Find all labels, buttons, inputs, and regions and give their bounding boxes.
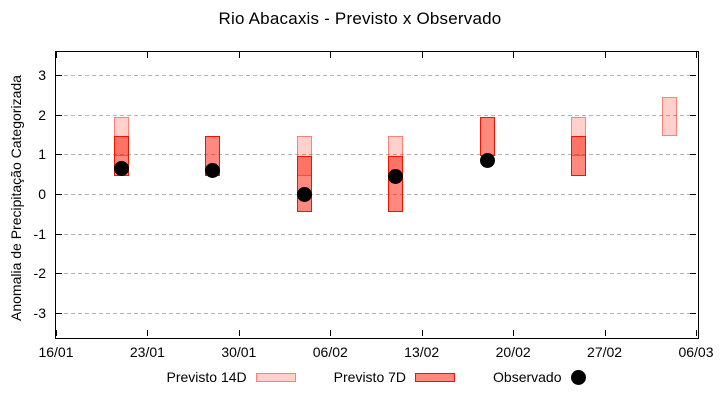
x-tick-label: 20/02 <box>495 344 531 360</box>
legend-item-observado: Observado <box>493 369 586 385</box>
x-tick-mirror <box>421 52 423 58</box>
gridline <box>57 273 695 275</box>
x-tick-label: 16/01 <box>38 344 74 360</box>
observed-dot <box>113 160 129 176</box>
chart-title: Rio Abacaxis - Previsto x Observado <box>218 9 502 28</box>
x-tick-mirror <box>696 52 697 58</box>
y-tick-mirror <box>690 114 696 116</box>
legend-label: Previsto 7D <box>333 369 407 385</box>
forecast-7d-swatch-icon <box>415 372 456 382</box>
y-tick-mirror <box>690 313 696 315</box>
x-tick-label: 06/03 <box>678 344 714 360</box>
y-tick <box>56 273 62 275</box>
y-tick <box>56 74 62 76</box>
x-tick-label: 30/01 <box>221 344 257 360</box>
y-tick-label: -3 <box>33 305 46 322</box>
y-tick-mirror <box>690 154 696 156</box>
y-tick <box>56 233 62 235</box>
forecast-14d-box <box>662 96 678 137</box>
forecast-7d-box <box>296 156 312 212</box>
observed-dot-icon <box>570 369 586 385</box>
y-tick-label: 0 <box>38 186 46 202</box>
y-tick-mirror <box>690 273 696 275</box>
x-tick-mirror <box>238 52 240 58</box>
forecast-7d-box <box>479 116 495 157</box>
y-tick <box>56 154 62 156</box>
y-tick-mirror <box>690 194 696 195</box>
plot-area <box>55 51 699 339</box>
y-tick-label: -2 <box>33 265 46 282</box>
gridline <box>57 114 695 116</box>
x-tick-label: 13/02 <box>404 344 440 360</box>
legend: Previsto 14D Previsto 7D Observado <box>55 366 697 388</box>
observed-dot <box>479 152 495 168</box>
x-tick <box>56 330 57 336</box>
gridline <box>57 154 695 156</box>
y-tick <box>56 194 62 195</box>
gridline <box>57 233 695 235</box>
x-tick-label: 06/02 <box>312 344 348 360</box>
x-tick-label: 27/02 <box>587 344 623 360</box>
observed-dot <box>388 168 404 184</box>
legend-item-previsto-7d: Previsto 7D <box>333 369 456 385</box>
x-tick <box>604 330 606 336</box>
forecast-7d-box <box>570 136 586 177</box>
legend-label: Previsto 14D <box>166 369 247 385</box>
x-tick-mirror <box>330 52 332 58</box>
x-tick <box>513 330 515 336</box>
gridline <box>57 74 695 76</box>
y-tick <box>56 313 62 315</box>
x-tick <box>238 330 240 336</box>
y-tick-mirror <box>690 74 696 76</box>
observed-dot <box>296 186 312 202</box>
y-tick-label: 2 <box>38 106 46 123</box>
legend-item-previsto-14d: Previsto 14D <box>167 369 296 385</box>
legend-label: Observado <box>493 369 562 385</box>
y-tick <box>56 114 62 116</box>
x-tick-label: 23/01 <box>129 344 165 360</box>
x-tick-mirror <box>56 52 57 58</box>
y-tick-label: 3 <box>38 66 46 83</box>
x-tick <box>330 330 332 336</box>
x-tick <box>147 330 149 336</box>
x-tick <box>696 330 697 336</box>
forecast-7d-box <box>388 156 404 212</box>
x-tick-mirror <box>513 52 515 58</box>
gridline <box>57 194 695 195</box>
y-tick-label: -1 <box>33 225 46 242</box>
observed-dot <box>205 162 221 178</box>
forecast-14d-swatch-icon <box>255 372 296 382</box>
y-tick-label: 1 <box>38 146 46 163</box>
x-tick-mirror <box>604 52 606 58</box>
y-tick-mirror <box>690 233 696 235</box>
gridline <box>57 313 695 315</box>
x-tick-mirror <box>147 52 149 58</box>
x-tick <box>421 330 423 336</box>
